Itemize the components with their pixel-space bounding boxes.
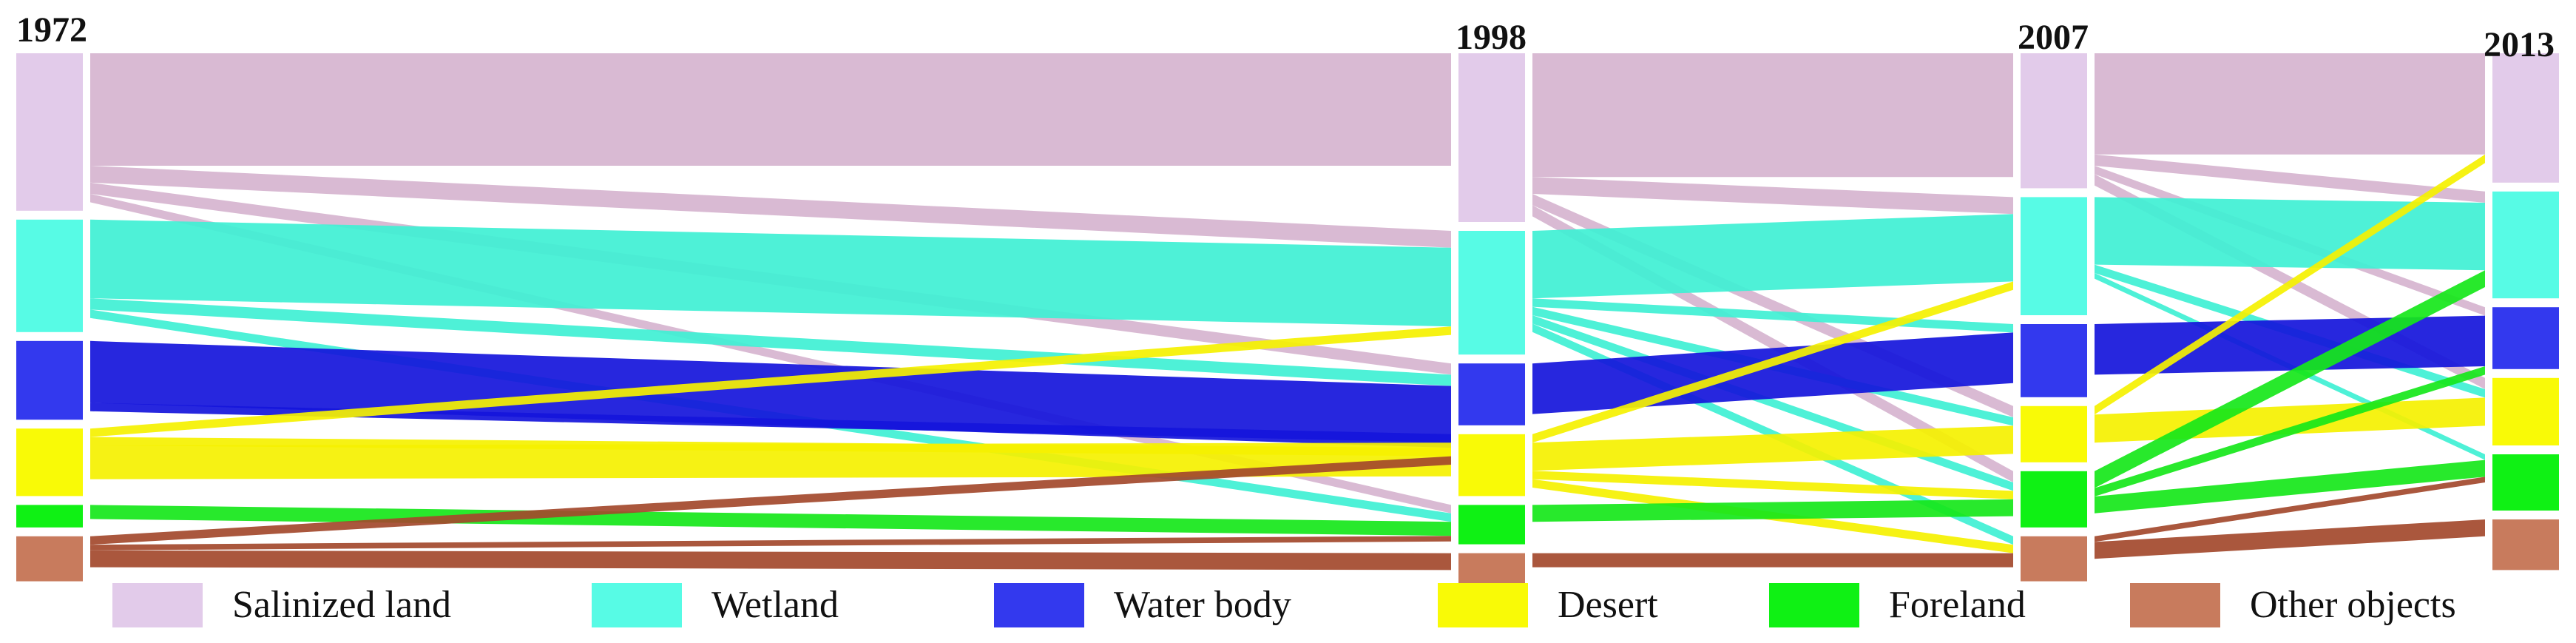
flow-1998-2007-salinized-to-wetland: [1532, 177, 2013, 215]
year-label-2007: 2007: [2018, 18, 2089, 57]
flow-1972-1998-water-to-water: [90, 340, 1451, 448]
flow-1998-2007-wetland-to-wetland: [1532, 214, 2013, 299]
node-2013-water: [2492, 307, 2559, 369]
node-2007-wetland: [2021, 197, 2087, 315]
year-label-2013: 2013: [2484, 25, 2555, 64]
flow-1998-2007-foreland-to-foreland: [1532, 499, 2013, 522]
legend-label: Water body: [1114, 584, 1291, 626]
node-2013-other: [2492, 519, 2559, 570]
flow-1998-2007-desert-to-wetland: [1532, 281, 2013, 443]
node-1998-water: [1458, 363, 1525, 425]
flow-2007-2013-other-to-other: [2095, 519, 2485, 559]
node-1972-desert: [16, 428, 83, 496]
flow-2007-2013-salinized-to-wetland: [2095, 154, 2485, 203]
node-1998-wetland: [1458, 231, 1525, 355]
flow-2007-2013-desert-to-desert: [2095, 397, 2485, 443]
flow-2007-2013-wetland-to-wetland: [2095, 197, 2485, 271]
flow-1972-1998-salinized-to-salinized: [90, 53, 1451, 166]
node-1998-other: [1458, 553, 1525, 588]
nodes-layer: [16, 53, 2559, 588]
year-label-1998: 1998: [1456, 18, 1527, 57]
legend: Salinized land Wetland Water body Desert For…: [112, 583, 2456, 627]
flow-1972-1998-foreland-to-foreland: [90, 505, 1451, 536]
flow-2007-2013-foreland-to-foreland: [2095, 459, 2485, 514]
legend-label: Desert: [1558, 584, 1658, 626]
node-2007-desert: [2021, 405, 2087, 462]
flow-2007-2013-other-to-foreland: [2095, 477, 2485, 542]
node-1972-other: [16, 536, 83, 582]
legend-swatch: [1769, 583, 1859, 627]
year-labels: 1972 1998 2007 2013: [16, 10, 2555, 64]
legend-item: Water body: [994, 583, 1291, 627]
legend-swatch: [2130, 583, 2220, 627]
node-2013-salinized: [2492, 53, 2559, 183]
year-label-1972: 1972: [16, 10, 87, 50]
flow-1972-1998-wetland-to-water: [90, 298, 1451, 386]
legend-item: Foreland: [1769, 583, 2026, 627]
flow-1972-1998-other-to-foreland: [90, 536, 1451, 551]
flow-1972-1998-desert-to-desert: [90, 442, 1451, 479]
node-2007-water: [2021, 324, 2087, 397]
flow-1972-1998-water-to-desert: [90, 403, 1451, 443]
node-1972-water: [16, 340, 83, 420]
node-2007-other: [2021, 536, 2087, 582]
flow-1972-1998-salinized-to-wetland: [90, 166, 1451, 248]
legend-label: Foreland: [1889, 584, 2026, 626]
legend-swatch: [592, 583, 682, 627]
flow-2007-2013-foreland-to-water: [2095, 366, 2485, 496]
flow-1998-2007-other-to-other: [1532, 553, 2013, 568]
node-1998-foreland: [1458, 505, 1525, 545]
node-2007-foreland: [2021, 471, 2087, 528]
flow-1972-1998-desert-to-wetland: [90, 326, 1451, 437]
node-1972-foreland: [16, 505, 83, 528]
flow-1972-1998-other-to-other: [90, 550, 1451, 570]
flow-1998-2007-salinized-to-salinized: [1532, 53, 2013, 178]
legend-label: Other objects: [2250, 584, 2456, 626]
legend-item: Other objects: [2130, 583, 2456, 627]
flow-1972-1998-wetland-to-wetland: [90, 219, 1451, 327]
legend-item: Desert: [1438, 583, 1658, 627]
node-1998-salinized: [1458, 53, 1525, 222]
legend-label: Wetland: [711, 584, 839, 626]
legend-swatch: [112, 583, 203, 627]
flow-1972-1998-other-to-water: [90, 456, 1451, 545]
node-2013-desert: [2492, 377, 2559, 445]
flow-2007-2013-desert-to-salinized: [2095, 154, 2485, 415]
node-2007-salinized: [2021, 53, 2087, 189]
node-1998-desert: [1458, 434, 1525, 496]
legend-item: Salinized land: [112, 583, 451, 627]
flow-2007-2013-water-to-water: [2095, 315, 2485, 375]
flow-2007-2013-salinized-to-salinized: [2095, 53, 2485, 155]
flow-1998-2007-water-to-water: [1532, 332, 2013, 414]
legend-swatch: [994, 583, 1084, 627]
flow-1998-2007-desert-to-foreland: [1532, 471, 2013, 499]
flows-layer: [90, 53, 2485, 570]
node-1972-salinized: [16, 53, 83, 211]
flow-2007-2013-foreland-to-wetland: [2095, 270, 2485, 488]
node-1972-wetland: [16, 219, 83, 332]
flow-1998-2007-desert-to-desert: [1532, 425, 2013, 471]
legend-item: Wetland: [592, 583, 839, 627]
node-2013-wetland: [2492, 191, 2559, 299]
legend-swatch: [1438, 583, 1528, 627]
node-2013-foreland: [2492, 454, 2559, 511]
legend-label: Salinized land: [232, 584, 451, 626]
